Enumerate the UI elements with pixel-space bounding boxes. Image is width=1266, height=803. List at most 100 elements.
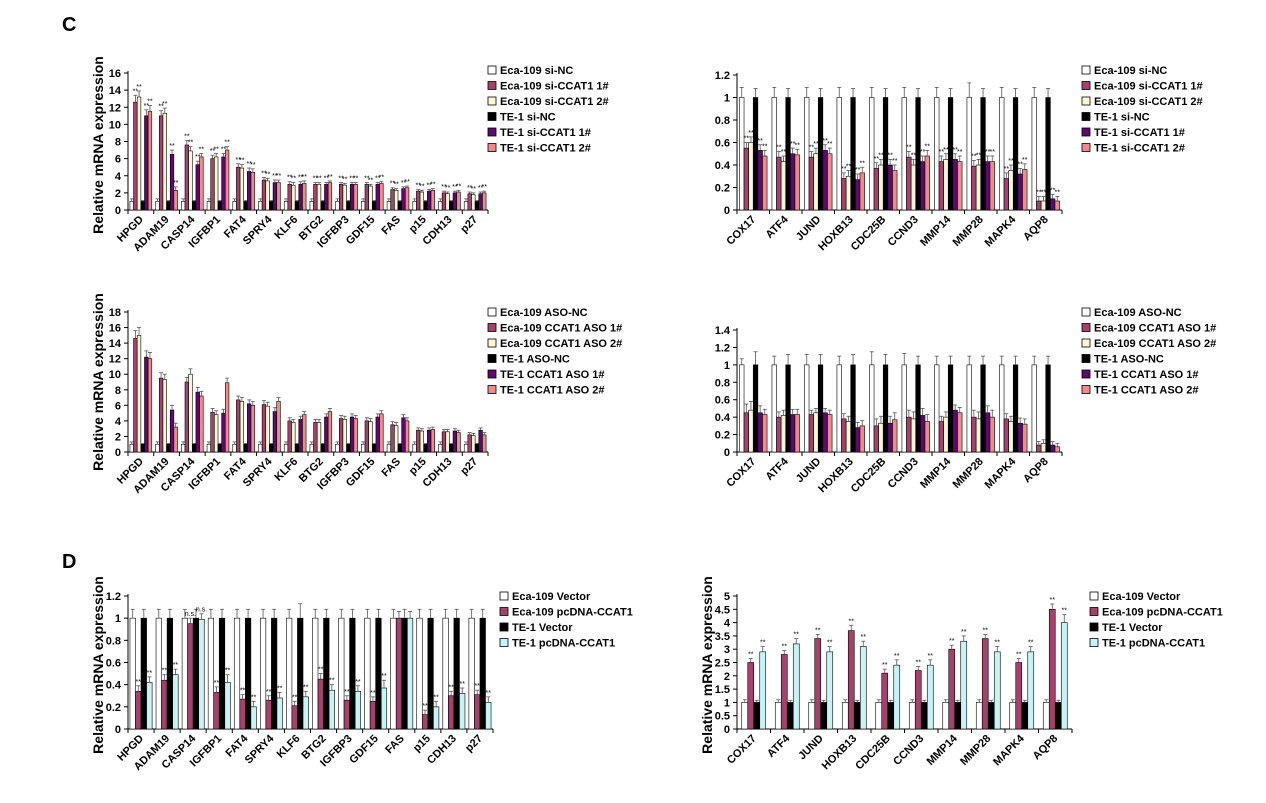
bar [446,194,450,210]
bar [1010,702,1016,729]
bar [424,201,428,210]
y-tick-label: 0.4 [715,412,731,424]
bar [925,156,930,210]
bar [944,417,949,452]
x-category-label: MAPK4 [983,455,1019,491]
bar [753,98,758,211]
significance-mark: ** [225,668,231,675]
bar [355,691,361,729]
bar [781,655,787,729]
bar [185,382,189,452]
bar [939,162,944,210]
y-tick-label: 4.5 [715,604,730,616]
y-tick-label: 0.4 [715,160,731,172]
bar [365,618,371,729]
bar [416,191,420,210]
significance-mark: ** [906,145,912,152]
bar [762,156,767,210]
significance-mark: ** [471,186,477,193]
bar [391,425,395,452]
bar [405,421,409,452]
legend-swatch [1082,66,1090,74]
bar [760,652,766,729]
y-tick-label: 0 [724,724,730,736]
bar [292,706,298,729]
bar [318,679,324,729]
significance-mark: ** [169,143,175,150]
bar [225,150,229,210]
legend-label: Eca-109 Vector [512,591,591,603]
bar [907,417,912,452]
significance-mark: ** [422,703,428,710]
significance-mark: ** [795,142,801,149]
bar [189,151,193,210]
bar [482,193,486,210]
x-category-label: ATF4 [765,732,793,760]
legend-label: Eca-109 CCAT1 ASO 2# [500,338,622,350]
bar [453,193,457,210]
x-category-label: CDC25B [853,733,893,773]
bar [266,406,270,452]
bar [225,682,231,729]
bar [943,702,949,729]
significance-mark: ** [474,683,480,690]
y-tick-label: 3.5 [715,631,730,643]
bar [387,201,391,210]
x-category-label: CDH13 [421,214,455,248]
bar [925,422,930,453]
bar [336,201,340,210]
x-category-label: ATF4 [764,213,792,241]
x-category-label: MMP28 [951,214,986,249]
y-tick-label: 2 [724,671,730,683]
significance-mark: ** [213,146,219,153]
bar [145,357,149,452]
bar [749,410,754,452]
bar [902,98,907,211]
bar [247,404,251,452]
significance-mark: ** [291,176,297,183]
bar [427,430,431,452]
bar [911,165,916,210]
significance-mark: ** [251,694,257,701]
legend-swatch [500,592,508,600]
bar [222,157,226,210]
bar [860,426,865,452]
bar [1009,422,1014,453]
x-category-label: p27 [463,733,485,755]
bar [790,154,795,210]
bar [815,639,821,729]
bar [433,707,439,729]
y-tick-label: 0.8 [715,115,730,127]
bar [442,193,446,210]
bar [387,444,391,452]
bar [347,201,351,210]
significance-mark: ** [329,678,335,685]
bar [163,380,167,452]
bar [846,422,851,453]
significance-mark: ** [277,685,283,692]
bar [299,184,303,210]
bar [793,644,799,729]
bar [855,180,860,210]
significance-mark: ** [316,176,322,183]
legend-swatch [500,608,508,616]
bar [262,405,266,452]
x-category-label: CCND3 [886,214,921,249]
bar [424,444,428,452]
bar [394,426,398,452]
bar [1055,702,1061,729]
bar [299,419,303,452]
bar [214,692,220,729]
bar [772,365,777,452]
bar [888,423,893,452]
bar [976,419,981,452]
y-tick-label: 0.8 [715,377,730,389]
bar [277,698,283,729]
bar [446,432,450,452]
bar [842,419,847,452]
x-category-label: SPRY4 [243,732,277,766]
bar [141,444,145,452]
bar [915,670,921,729]
bar [809,702,815,729]
y-tick-label: 1 [115,613,121,625]
